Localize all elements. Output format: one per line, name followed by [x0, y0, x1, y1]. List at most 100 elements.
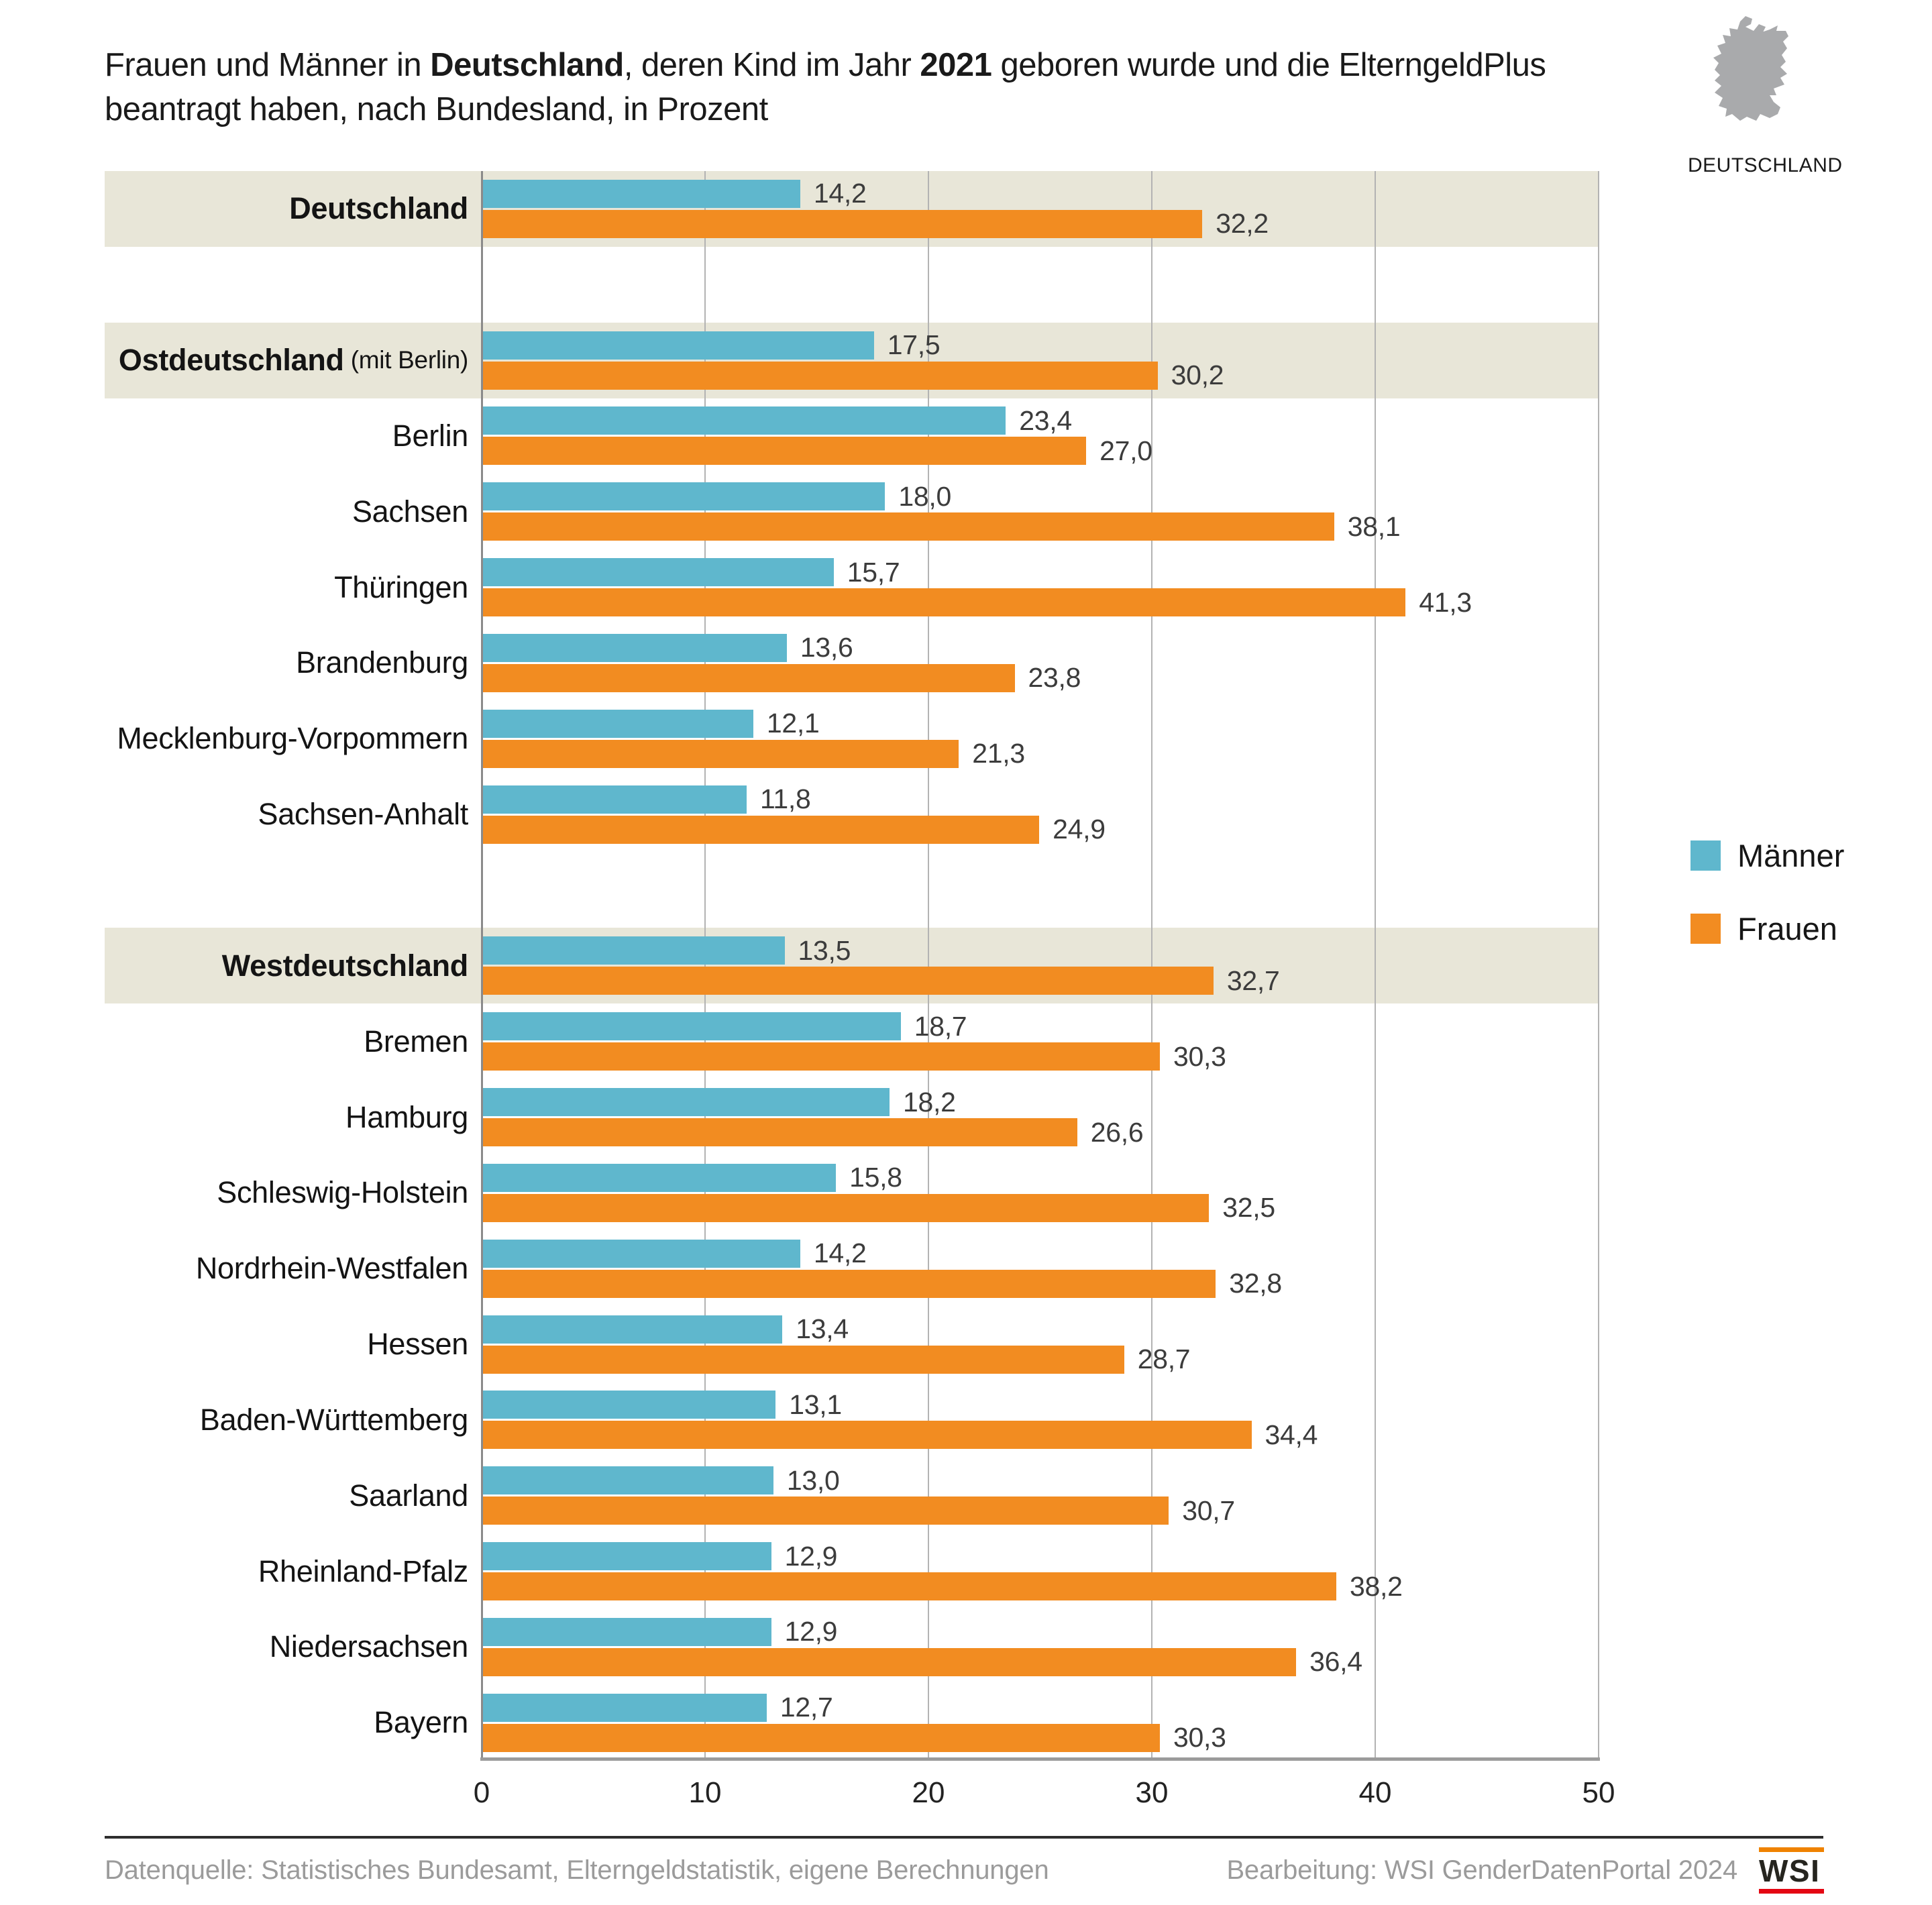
footer-divider [105, 1836, 1823, 1839]
bar-women [483, 1193, 1210, 1222]
value-label-women: 30,2 [1171, 360, 1224, 391]
bar-men [483, 936, 785, 965]
bar-line-men: 15,8 [483, 1162, 1275, 1193]
bar-women [483, 437, 1087, 466]
bar-line-men: 12,1 [483, 708, 1025, 739]
row-label-text: Thüringen [334, 569, 468, 604]
wsi-logo-orange-bar [1759, 1847, 1824, 1852]
bar-line-women: 30,2 [483, 360, 1224, 391]
bar-line-men: 13,1 [483, 1389, 1318, 1420]
value-label-men: 12,7 [780, 1692, 833, 1723]
row-label: Schleswig-Holstein [105, 1155, 468, 1231]
value-label-women: 30,7 [1182, 1494, 1235, 1526]
chart-row: Deutschland 14,2 32,2 [105, 171, 1599, 247]
bar-men [483, 1466, 773, 1495]
row-bars: 13,4 28,7 [483, 1307, 1191, 1382]
gridline-40 [1375, 171, 1376, 1757]
value-label-men: 18,2 [903, 1086, 956, 1118]
bar-men [483, 1391, 776, 1419]
row-label-text: Westdeutschland [221, 948, 469, 983]
row-bars: 13,6 23,8 [483, 625, 1081, 701]
row-bars: 18,0 38,1 [483, 474, 1401, 549]
bar-men [483, 406, 1006, 435]
bar-line-women: 32,8 [483, 1268, 1282, 1299]
bar-men [483, 482, 885, 511]
bar-men [483, 785, 747, 814]
row-label-text: Berlin [392, 418, 469, 453]
value-label-men: 17,5 [887, 329, 941, 361]
chart-row: Sachsen 18,0 38,1 [105, 474, 1599, 549]
value-label-men: 12,9 [784, 1540, 838, 1572]
gridline-30 [1151, 171, 1152, 1757]
value-label-men: 13,0 [786, 1464, 840, 1496]
bar-line-men: 11,8 [483, 783, 1106, 814]
row-label: Niedersachsen [105, 1609, 469, 1685]
bar-women [483, 1269, 1216, 1298]
row-label: Nordrhein-Westfalen [105, 1231, 468, 1307]
row-label: Ostdeutschland (mit Berlin) [105, 323, 468, 398]
bar-line-women: 32,2 [483, 208, 1269, 239]
row-label-text: Ostdeutschland [118, 343, 344, 378]
row-label-text: Sachsen [352, 494, 468, 529]
value-label-women: 36,4 [1309, 1646, 1362, 1678]
bar-line-men: 15,7 [483, 557, 1472, 588]
bar-line-men: 14,2 [483, 178, 1269, 209]
row-label: Sachsen-Anhalt [105, 777, 468, 853]
row-label: Baden-Württemberg [105, 1382, 468, 1458]
bar-chart: Deutschland 14,2 32,2 Ostdeutschland (mit Be… [105, 171, 1600, 1761]
value-label-women: 38,2 [1350, 1570, 1403, 1602]
row-label-text: Schleswig-Holstein [217, 1175, 468, 1210]
bar-line-women: 32,7 [483, 965, 1280, 996]
row-bars: 17,5 30,2 [483, 323, 1224, 398]
bar-women [483, 1723, 1160, 1752]
chart-row: Niedersachsen 12,9 36,4 [105, 1609, 1599, 1685]
x-axis: 0 10 20 30 40 50 [474, 1776, 1615, 1816]
chart-row: Thüringen 15,7 41,3 [105, 549, 1599, 625]
row-label-text: Bayern [374, 1705, 468, 1740]
axis-tick-label: 30 [1135, 1776, 1169, 1809]
value-label-women: 32,8 [1229, 1268, 1282, 1299]
row-bars: 14,2 32,8 [483, 1231, 1282, 1307]
bar-men [483, 709, 753, 738]
axis-tick-label: 20 [912, 1776, 945, 1809]
bar-line-men: 13,5 [483, 935, 1280, 966]
bar-men [483, 1315, 783, 1344]
wsi-logo: WSI [1759, 1847, 1824, 1894]
row-label: Hessen [105, 1307, 468, 1382]
value-label-women: 21,3 [972, 738, 1025, 769]
bar-line-men: 23,4 [483, 404, 1152, 436]
row-bars: 23,4 27,0 [483, 398, 1152, 474]
row-label: Deutschland [105, 171, 468, 247]
value-label-men: 23,4 [1019, 404, 1072, 436]
row-label-text: Saarland [349, 1478, 468, 1513]
chart-title: Frauen und Männer in Deutschland, deren … [105, 43, 1748, 131]
value-label-men: 13,1 [789, 1389, 842, 1420]
title-text: geboren wurde und die ElterngeldPlus [991, 47, 1546, 83]
title-emphasis: 2021 [920, 47, 992, 83]
bar-line-women: 23,8 [483, 662, 1081, 693]
chart-rows: Deutschland 14,2 32,2 Ostdeutschland (mit Be… [105, 171, 1599, 1761]
value-label-women: 34,4 [1265, 1419, 1318, 1450]
row-bars: 18,2 26,6 [483, 1079, 1144, 1155]
chart-row: Bayern 12,7 30,3 [105, 1685, 1599, 1761]
value-label-women: 27,0 [1099, 435, 1152, 466]
bar-women [483, 361, 1158, 390]
bar-men [483, 1542, 771, 1571]
title-emphasis: Deutschland [430, 47, 624, 83]
bar-men [483, 1163, 837, 1192]
value-label-women: 26,6 [1090, 1116, 1144, 1148]
axis-tick-label: 40 [1358, 1776, 1392, 1809]
chart-row: Hamburg 18,2 26,6 [105, 1079, 1599, 1155]
row-label-text: Sachsen-Anhalt [258, 797, 468, 832]
chart-row: Sachsen-Anhalt 11,8 24,9 [105, 777, 1599, 853]
chart-row: Berlin 23,4 27,0 [105, 398, 1599, 474]
row-label-text: Nordrhein-Westfalen [195, 1251, 468, 1286]
row-bars: 13,5 32,7 [483, 928, 1280, 1003]
gridline-50 [1598, 171, 1599, 1757]
chart-row: Saarland 13,0 30,7 [105, 1458, 1599, 1533]
row-label: Bayern [105, 1685, 468, 1761]
footer-credit: Bearbeitung: WSI GenderDatenPortal 2024 [1226, 1855, 1737, 1885]
bar-men [483, 1617, 771, 1646]
bar-women [483, 209, 1203, 238]
row-label-text: Deutschland [289, 191, 468, 226]
